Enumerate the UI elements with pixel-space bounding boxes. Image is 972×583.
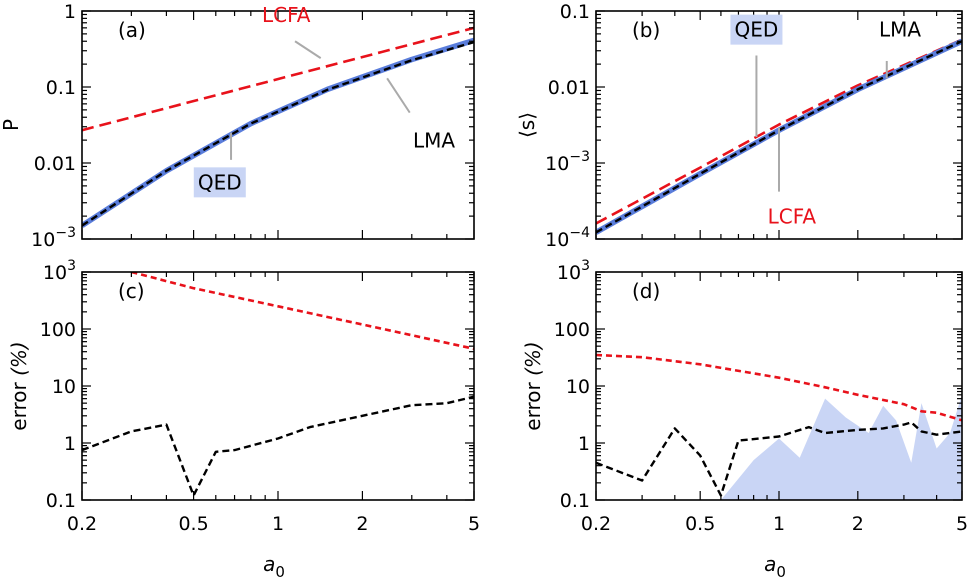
y-tick-label: 0.01 [548,77,590,99]
tick-exponent: 3 [581,258,590,274]
annotation-lma: LMA [879,18,921,42]
y-tick-label: 100 [554,319,590,341]
panel-label: (c) [118,279,145,303]
tick-base: 10 [557,262,581,284]
x-tick-label: 1 [272,513,284,535]
tick-base: 10 [31,229,55,251]
y-tick-label: 0.1 [560,490,590,512]
y-axis-title: error (%) [521,341,545,430]
y-tick-label: 100 [40,319,76,341]
series-lma-line [596,421,962,497]
annotation-leader-line [386,77,411,114]
x-axis-title: a0 [764,552,786,581]
series-lcfa-line [131,272,474,351]
y-axis-title-unit: (%) [7,341,31,376]
y-tick-label: 10−3 [545,149,590,175]
tick-base: 10 [43,262,67,284]
y-axis-title: ⟨s⟩ [515,112,539,138]
y-tick-label: 10−4 [545,225,590,251]
series-lma-line [82,40,474,227]
x-axis-title-subscript: 0 [275,563,285,581]
tick-exponent: −4 [569,225,590,241]
series-lcfa-line [82,26,474,132]
x-axis-title: a0 [263,552,285,581]
y-axis-title: P [0,119,23,131]
panel-label: (d) [632,279,660,303]
y-axis-title-text: error [7,376,31,431]
x-tick-label: 0.5 [685,513,715,535]
qed-uncertainty-area [720,394,962,500]
y-tick-label: 10 [566,376,590,398]
annotation-lma: LMA [413,128,455,152]
tick-base: 10 [545,229,569,251]
x-tick-label: 0.5 [178,513,208,535]
annotation-qed: QED [735,18,779,42]
x-tick-label: 2 [356,513,368,535]
y-tick-label: 103 [557,258,590,284]
series-lcfa-line [596,353,962,422]
annotation-lcfa: LCFA [262,3,311,27]
x-tick-label: 1 [773,513,785,535]
tick-base: 10 [545,153,569,175]
y-tick-label: 1 [578,433,590,455]
y-tick-label: 0.1 [46,77,76,99]
series-lcfa-line [596,38,962,225]
annotation-leader-line [294,40,322,59]
annotation-lcfa: LCFA [768,204,817,228]
plot-frame [81,10,475,240]
x-tick-label: 5 [468,513,480,535]
annotation-qed: QED [198,170,242,194]
panel-a: 10−3 0.01 0.1 1 P (a) LCFA LMA QED [0,1,475,251]
y-tick-label: 1 [64,1,76,23]
y-tick-label: 103 [43,258,76,284]
x-tick-label: 0.2 [67,513,97,535]
panel-label: (a) [118,18,146,42]
tick-exponent: −3 [55,225,76,241]
x-axis-title-subscript: 0 [776,563,786,581]
series-lma-line [82,395,474,497]
x-tick-label: 2 [852,513,864,535]
x-axis-title-symbol: a [263,552,275,576]
x-tick-label: 0.2 [581,513,611,535]
annotation-box [193,167,246,198]
y-tick-label: 0.1 [46,490,76,512]
annotation-box [730,14,783,45]
y-tick-label: 0.01 [34,153,76,175]
x-axis-title-symbol: a [764,552,776,576]
y-axis-title-unit: (%) [521,341,545,376]
panel-label: (b) [632,18,660,42]
y-tick-label: 10 [52,376,76,398]
y-tick-label: 10−3 [31,225,76,251]
x-tick-label: 5 [956,513,968,535]
y-tick-label: 1 [64,433,76,455]
y-tick-label: 0.1 [560,1,590,23]
y-axis-title: error (%) [7,341,31,430]
tick-exponent: −3 [569,149,590,165]
y-axis-title-text: error [521,376,545,431]
tick-exponent: 3 [67,258,76,274]
